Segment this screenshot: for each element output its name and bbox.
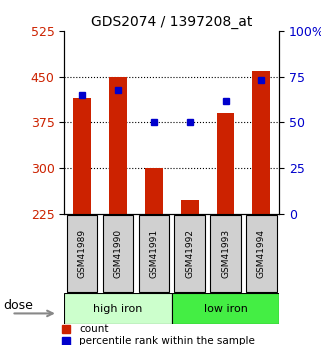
- FancyBboxPatch shape: [139, 216, 169, 292]
- Title: GDS2074 / 1397208_at: GDS2074 / 1397208_at: [91, 14, 252, 29]
- Bar: [181, 200, 199, 214]
- Bar: [217, 113, 234, 214]
- FancyBboxPatch shape: [174, 216, 205, 292]
- Text: GSM41991: GSM41991: [149, 229, 158, 278]
- Text: count: count: [79, 324, 109, 334]
- Text: low iron: low iron: [204, 304, 247, 314]
- Bar: [252, 71, 270, 214]
- Bar: [73, 98, 91, 214]
- Bar: [145, 168, 163, 214]
- Text: GSM41989: GSM41989: [78, 229, 87, 278]
- FancyBboxPatch shape: [172, 293, 279, 324]
- Bar: [109, 77, 127, 214]
- FancyBboxPatch shape: [67, 216, 97, 292]
- Text: GSM41990: GSM41990: [113, 229, 123, 278]
- Text: dose: dose: [3, 299, 33, 312]
- Text: GSM41992: GSM41992: [185, 229, 194, 278]
- FancyBboxPatch shape: [210, 216, 241, 292]
- Text: percentile rank within the sample: percentile rank within the sample: [79, 336, 255, 345]
- Text: high iron: high iron: [93, 304, 143, 314]
- Text: GSM41993: GSM41993: [221, 229, 230, 278]
- FancyBboxPatch shape: [103, 216, 133, 292]
- FancyBboxPatch shape: [246, 216, 277, 292]
- FancyBboxPatch shape: [64, 293, 172, 324]
- Text: GSM41994: GSM41994: [257, 229, 266, 278]
